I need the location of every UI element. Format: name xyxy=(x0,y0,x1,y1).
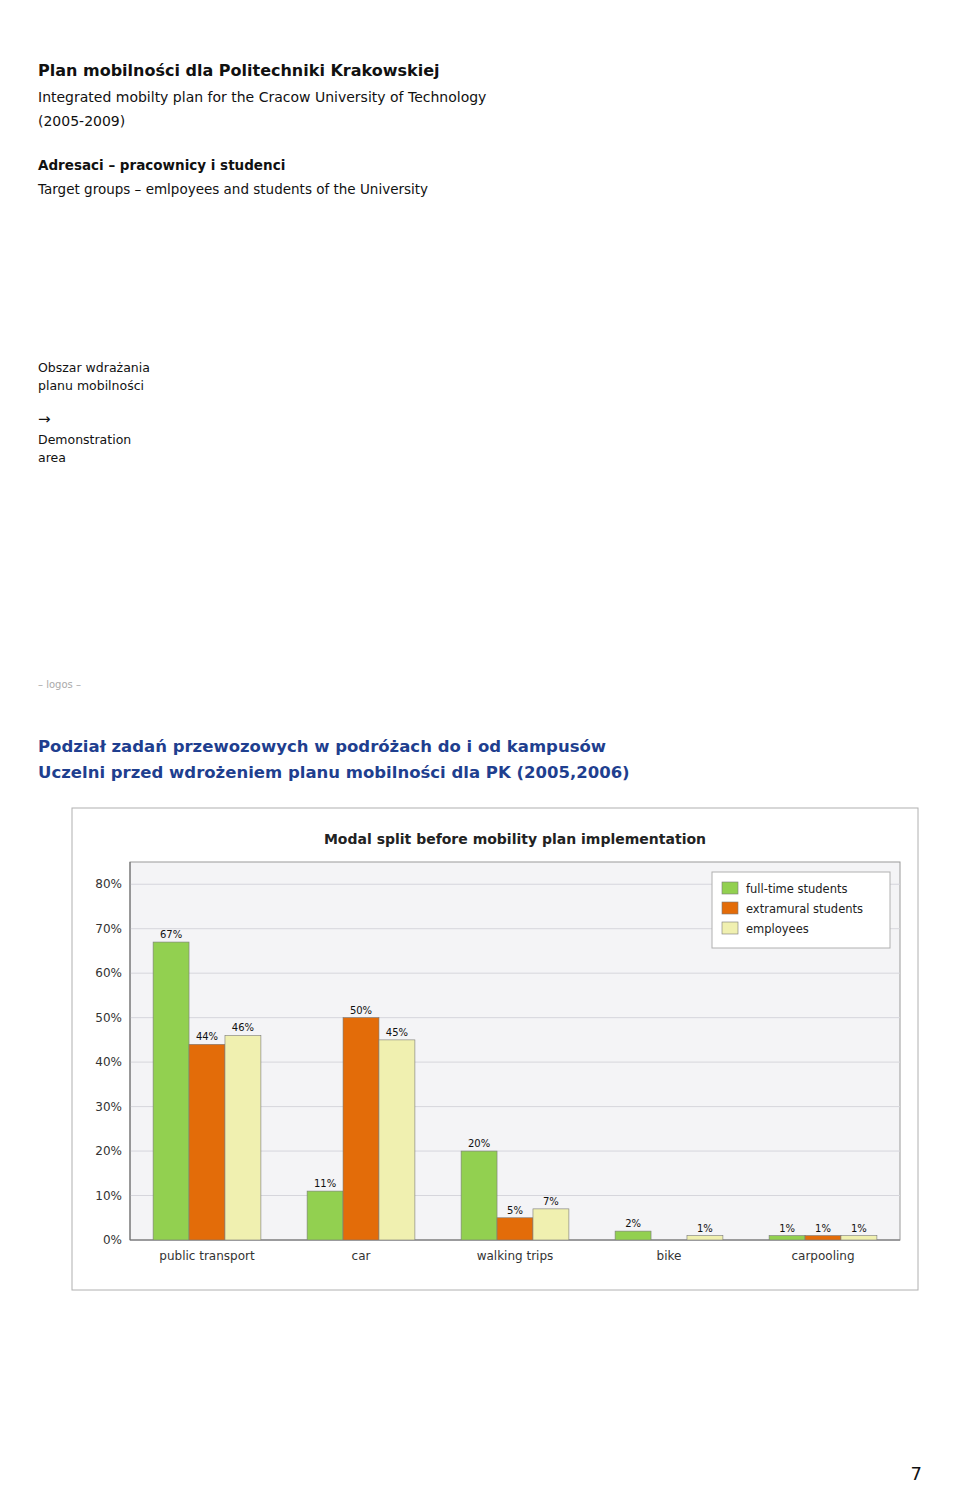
data-labels: 67% 11% 20% 2% 1% 44% 50% 5% 1% 46% 45% 7% 1% 1% xyxy=(160,929,867,1234)
y-tick-label: 20% xyxy=(95,1144,122,1158)
legend-label: employees xyxy=(746,922,809,936)
text-line: area xyxy=(38,450,66,465)
bar xyxy=(225,1035,261,1240)
legend-swatch xyxy=(722,922,738,934)
area-label-en: Demonstration area xyxy=(38,432,131,465)
data-label: 1% xyxy=(851,1223,867,1234)
data-label: 45% xyxy=(386,1027,408,1038)
heading-line: Podział zadań przewozowych w podróżach d… xyxy=(38,737,606,756)
data-label: 11% xyxy=(314,1178,336,1189)
data-label: 46% xyxy=(232,1022,254,1033)
text-line: Uczelni przed wdrożeniem planu mobilnośc… xyxy=(38,763,630,782)
top-subtitle: Integrated mobilty plan for the Cracow U… xyxy=(38,89,486,105)
data-label: 1% xyxy=(815,1223,831,1234)
legend-box xyxy=(712,872,890,948)
data-label: 1% xyxy=(697,1223,713,1234)
data-label: 7% xyxy=(543,1196,559,1207)
plot-area xyxy=(130,862,900,1240)
y-tick-label: 0% xyxy=(103,1233,122,1247)
legend-label: full-time students xyxy=(746,882,847,896)
data-label: 50% xyxy=(350,1005,372,1016)
text-line: Podział zadań przewozowych w podróżach d… xyxy=(38,737,606,756)
bar xyxy=(615,1231,651,1240)
x-tick-label: bike xyxy=(657,1249,682,1263)
target-heading: Adresaci – pracownicy i studenci xyxy=(38,157,285,173)
y-tick-label: 30% xyxy=(95,1100,122,1114)
text-line: planu mobilności xyxy=(38,378,144,393)
bar xyxy=(343,1018,379,1240)
y-tick-label: 70% xyxy=(95,922,122,936)
bar xyxy=(687,1236,723,1240)
x-tick-label: walking trips xyxy=(477,1249,554,1263)
y-tick-label: 60% xyxy=(95,966,122,980)
bar xyxy=(153,942,189,1240)
y-axis-line xyxy=(130,862,131,1240)
bars xyxy=(153,942,877,1240)
text-line: Target groups – emlpoyees and students o… xyxy=(37,181,428,197)
bar xyxy=(651,1240,687,1241)
text-line: Integrated mobilty plan for the Cracow U… xyxy=(38,89,486,105)
area-label-pl: Obszar wdrażania planu mobilności xyxy=(38,360,150,393)
bar xyxy=(461,1151,497,1240)
bar xyxy=(307,1191,343,1240)
y-tick-label: 50% xyxy=(95,1011,122,1025)
data-label: 1% xyxy=(779,1223,795,1234)
bar xyxy=(841,1236,877,1240)
area-arrow: → xyxy=(38,410,51,428)
x-tick-label: carpooling xyxy=(791,1249,854,1263)
data-label: 20% xyxy=(468,1138,490,1149)
data-label: 67% xyxy=(160,929,182,940)
text-line: (2005-2009) xyxy=(38,113,125,129)
grid-line xyxy=(130,973,900,974)
y-tick-label: 10% xyxy=(95,1189,122,1203)
bar xyxy=(769,1236,805,1240)
bar xyxy=(497,1218,533,1240)
page-number: 7 xyxy=(911,1463,922,1484)
legend-swatch xyxy=(722,902,738,914)
top-title: Plan mobilności dla Politechniki Krakows… xyxy=(38,61,440,80)
data-label: 44% xyxy=(196,1031,218,1042)
top-years: (2005-2009) xyxy=(38,113,125,129)
y-tick-label: 40% xyxy=(95,1055,122,1069)
text-line: → xyxy=(38,410,51,428)
x-tick-label: car xyxy=(352,1249,371,1263)
text-line: – logos – xyxy=(38,679,81,690)
legend: full-time students extramural students emp… xyxy=(712,872,890,948)
text-line: Obszar wdrażania xyxy=(38,360,150,375)
heading-line: Uczelni przed wdrożeniem planu mobilnośc… xyxy=(38,763,630,782)
bar xyxy=(533,1209,569,1240)
text-line: Demonstration xyxy=(38,432,131,447)
text-line: Adresaci – pracownicy i studenci xyxy=(38,157,285,173)
target-text: Target groups – emlpoyees and students o… xyxy=(37,181,428,197)
y-tick-label: 80% xyxy=(95,877,122,891)
bar xyxy=(805,1236,841,1240)
grid-line xyxy=(130,1017,900,1018)
chart-frame xyxy=(72,808,918,1290)
page: Plan mobilności dla Politechniki Krakows… xyxy=(0,0,960,1498)
data-label: 5% xyxy=(507,1205,523,1216)
text-line: Plan mobilności dla Politechniki Krakows… xyxy=(38,61,440,80)
legend-label: extramural students xyxy=(746,902,863,916)
bar xyxy=(189,1044,225,1240)
chart-title: Modal split before mobility plan impleme… xyxy=(324,831,706,847)
data-label: 2% xyxy=(625,1218,641,1229)
legend-swatch xyxy=(722,882,738,894)
text-line: 7 xyxy=(911,1463,922,1484)
bar xyxy=(379,1040,415,1240)
x-tick-label: public transport xyxy=(159,1249,255,1263)
logos-placeholder: – logos – xyxy=(38,679,81,690)
